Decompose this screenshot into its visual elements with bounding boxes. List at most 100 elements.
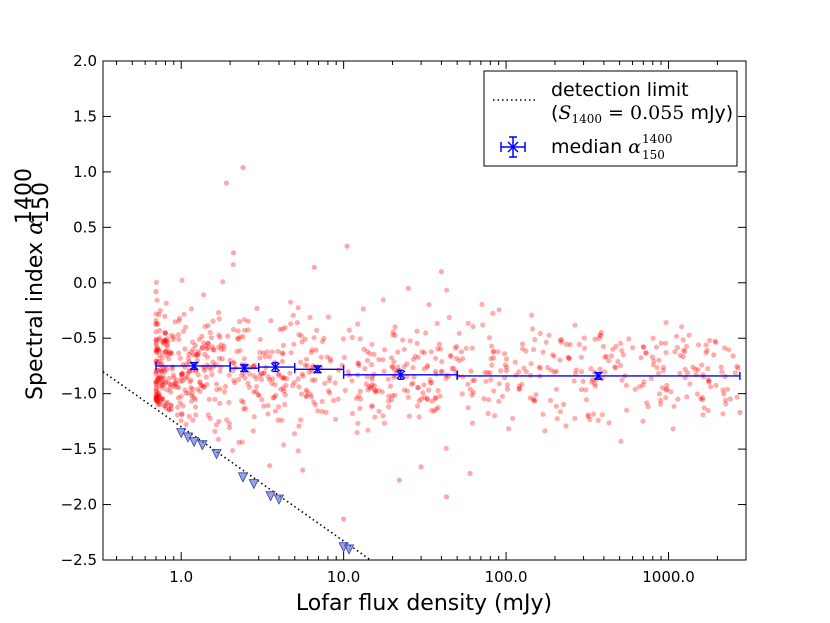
data-point (357, 396, 364, 402)
data-point (722, 345, 728, 351)
data-point (164, 387, 170, 393)
data-point (251, 373, 257, 379)
data-point (295, 376, 301, 382)
upper-limit-marker (265, 491, 276, 502)
data-point (154, 388, 160, 394)
data-point (175, 404, 181, 410)
data-point (318, 354, 324, 360)
data-point (314, 327, 320, 333)
data-point (159, 375, 165, 381)
data-point (291, 341, 297, 347)
data-point (198, 382, 204, 389)
data-point (328, 358, 334, 364)
upper-limit-marker (237, 472, 249, 483)
data-point (479, 301, 485, 307)
data-point (410, 380, 416, 386)
data-point (454, 344, 460, 350)
data-point (335, 396, 341, 402)
data-point (355, 361, 361, 367)
data-point (279, 374, 285, 380)
data-point (280, 385, 286, 391)
data-point (355, 360, 361, 366)
data-point (600, 343, 607, 350)
data-point (426, 387, 432, 393)
data-point (707, 337, 713, 343)
data-point (682, 366, 688, 372)
data-point (613, 343, 619, 349)
data-point (154, 397, 160, 403)
data-point (190, 417, 196, 423)
data-point (208, 366, 214, 373)
data-point (157, 307, 163, 314)
data-point (658, 401, 664, 407)
data-point (530, 326, 536, 332)
data-point (483, 378, 489, 384)
data-point (199, 345, 205, 351)
data-point (175, 412, 181, 418)
data-point (196, 351, 202, 357)
data-point (171, 381, 177, 387)
data-point (154, 393, 160, 399)
data-point (275, 348, 281, 354)
data-point (386, 398, 392, 404)
data-point (706, 379, 712, 385)
data-point (357, 405, 363, 411)
data-point (153, 347, 160, 353)
data-point (591, 380, 598, 387)
data-point (326, 388, 332, 394)
data-point (597, 332, 603, 338)
data-point (392, 332, 398, 338)
data-point (168, 382, 174, 388)
data-point (156, 347, 162, 353)
data-point (208, 335, 214, 341)
data-point (706, 378, 712, 384)
data-point (422, 394, 428, 400)
data-point (408, 381, 415, 387)
data-point (373, 388, 379, 394)
data-point (429, 407, 435, 413)
data-point (381, 420, 388, 426)
data-point (456, 330, 462, 336)
data-point (217, 400, 223, 406)
data-point (216, 418, 222, 424)
data-point (178, 393, 184, 399)
data-point (254, 384, 260, 390)
data-point (588, 366, 594, 372)
data-point (585, 412, 591, 418)
data-point (177, 315, 183, 321)
data-point (660, 385, 666, 391)
data-point (360, 306, 366, 312)
data-point (155, 346, 161, 352)
data-point (571, 378, 577, 384)
data-point (414, 340, 420, 346)
data-point (326, 378, 332, 384)
data-point (367, 351, 373, 357)
data-point (424, 397, 430, 403)
data-point (178, 375, 184, 381)
data-point (239, 372, 245, 378)
data-point (182, 387, 188, 393)
data-point (234, 349, 240, 355)
data-point (703, 350, 709, 356)
data-point (221, 346, 227, 352)
data-point (190, 339, 196, 345)
data-point (610, 346, 616, 352)
data-point (699, 362, 705, 368)
data-point (231, 360, 237, 366)
data-point (491, 355, 497, 361)
data-point (548, 367, 554, 373)
data-point (159, 396, 165, 402)
data-point (369, 403, 375, 409)
data-point (367, 385, 373, 391)
data-point (201, 383, 207, 389)
data-point (516, 386, 523, 392)
data-point (174, 377, 180, 383)
data-point (261, 403, 267, 409)
data-point (645, 404, 651, 410)
data-point (226, 399, 232, 406)
data-point (169, 366, 175, 372)
data-point (380, 413, 386, 419)
data-point (199, 333, 205, 339)
data-point (439, 368, 445, 374)
data-point (599, 412, 605, 418)
